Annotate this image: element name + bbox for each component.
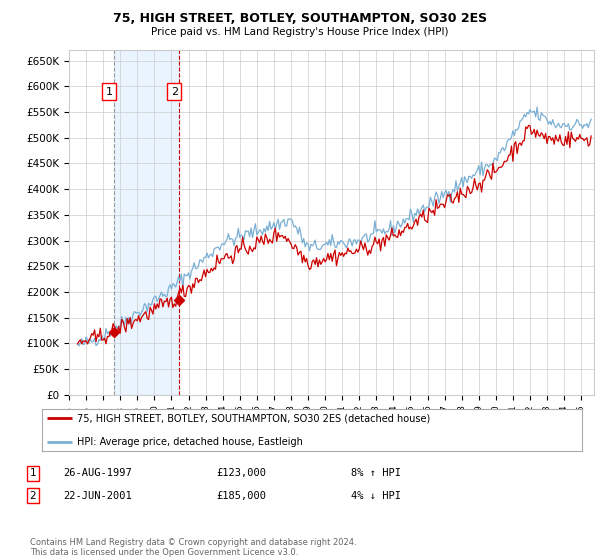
Text: 26-AUG-1997: 26-AUG-1997 <box>63 468 132 478</box>
Text: 4% ↓ HPI: 4% ↓ HPI <box>351 491 401 501</box>
Text: 8% ↑ HPI: 8% ↑ HPI <box>351 468 401 478</box>
Bar <box>114 50 179 395</box>
Text: 2: 2 <box>171 87 178 96</box>
Text: £185,000: £185,000 <box>216 491 266 501</box>
Text: 75, HIGH STREET, BOTLEY, SOUTHAMPTON, SO30 2ES: 75, HIGH STREET, BOTLEY, SOUTHAMPTON, SO… <box>113 12 487 25</box>
Text: 1: 1 <box>29 468 37 478</box>
Text: HPI: Average price, detached house, Eastleigh: HPI: Average price, detached house, East… <box>77 437 303 446</box>
Text: Contains HM Land Registry data © Crown copyright and database right 2024.
This d: Contains HM Land Registry data © Crown c… <box>30 538 356 557</box>
Text: 22-JUN-2001: 22-JUN-2001 <box>63 491 132 501</box>
Text: Price paid vs. HM Land Registry's House Price Index (HPI): Price paid vs. HM Land Registry's House … <box>151 27 449 37</box>
Text: £123,000: £123,000 <box>216 468 266 478</box>
Text: 1: 1 <box>106 87 113 96</box>
Text: 2: 2 <box>29 491 37 501</box>
Text: 75, HIGH STREET, BOTLEY, SOUTHAMPTON, SO30 2ES (detached house): 75, HIGH STREET, BOTLEY, SOUTHAMPTON, SO… <box>77 413 430 423</box>
